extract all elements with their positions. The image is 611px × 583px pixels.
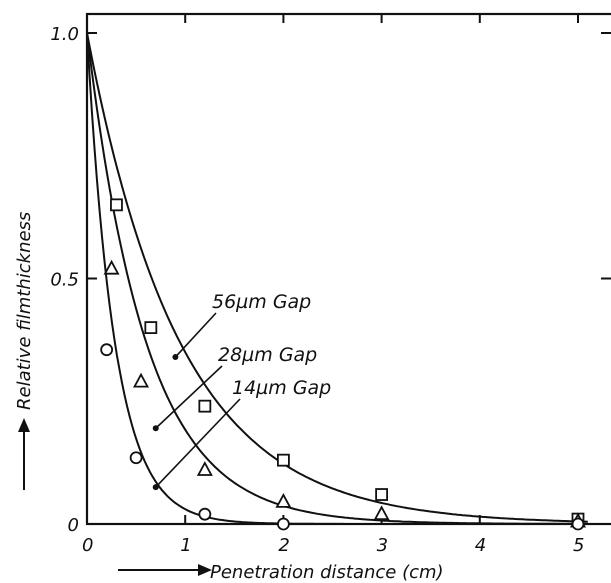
point-square-2 (198, 399, 212, 413)
annotation-label-0: 56µm Gap (212, 291, 311, 313)
point-triangle-2 (196, 461, 213, 476)
point-square-4 (375, 488, 389, 501)
fit-curves (86, 32, 588, 525)
point-circle-4 (571, 517, 585, 531)
data-markers (100, 198, 587, 531)
annotation-leaders (152, 312, 241, 491)
point-square-3 (276, 453, 290, 467)
point-circle-1 (129, 451, 143, 465)
y-axis-label: Relative filmthickness (14, 212, 35, 410)
y-tick-label-2: 1.0 (50, 24, 79, 45)
point-triangle-3 (275, 493, 292, 508)
curve-triangle (86, 32, 588, 525)
x-tick-label-1: 1 (180, 535, 191, 556)
annotation-label-2: 14µm Gap (232, 377, 331, 399)
point-square-1 (144, 321, 158, 335)
x-axis-arrow (118, 564, 212, 576)
point-triangle-0 (103, 259, 120, 275)
curve-circle (86, 32, 588, 525)
plot-frame (85, 12, 611, 526)
x-tick-label-2: 2 (278, 535, 289, 556)
curve-square (86, 32, 588, 523)
axis-ticks (86, 14, 611, 525)
x-tick-label-5: 5 (573, 535, 584, 556)
annotation-leader-0 (174, 312, 217, 358)
annotation-label-1: 28µm Gap (218, 344, 317, 366)
annotation-leader-1 (155, 365, 223, 429)
point-square-0 (110, 198, 123, 212)
y-tick-label-0: 0 (68, 515, 79, 536)
y-axis-arrow (18, 418, 30, 490)
tick-labels: 0 1 2 3 4 5 0 0.5 1.0 (50, 24, 584, 556)
x-axis-label: Penetration distance (cm) (210, 562, 444, 583)
annotation-leader-2 (155, 398, 241, 488)
point-circle-3 (276, 517, 290, 531)
plot-border (85, 12, 611, 526)
x-tick-label-0: 0 (82, 535, 93, 556)
y-tick-label-1: 0.5 (50, 270, 79, 291)
point-circle-0 (100, 343, 114, 357)
x-tick-label-4: 4 (475, 535, 486, 556)
x-tick-label-3: 3 (377, 535, 388, 556)
point-triangle-4 (373, 505, 390, 521)
series-annotations: 56µm Gap 28µm Gap 14µm Gap (212, 291, 331, 399)
point-circle-2 (198, 507, 212, 521)
point-triangle-1 (132, 372, 150, 388)
